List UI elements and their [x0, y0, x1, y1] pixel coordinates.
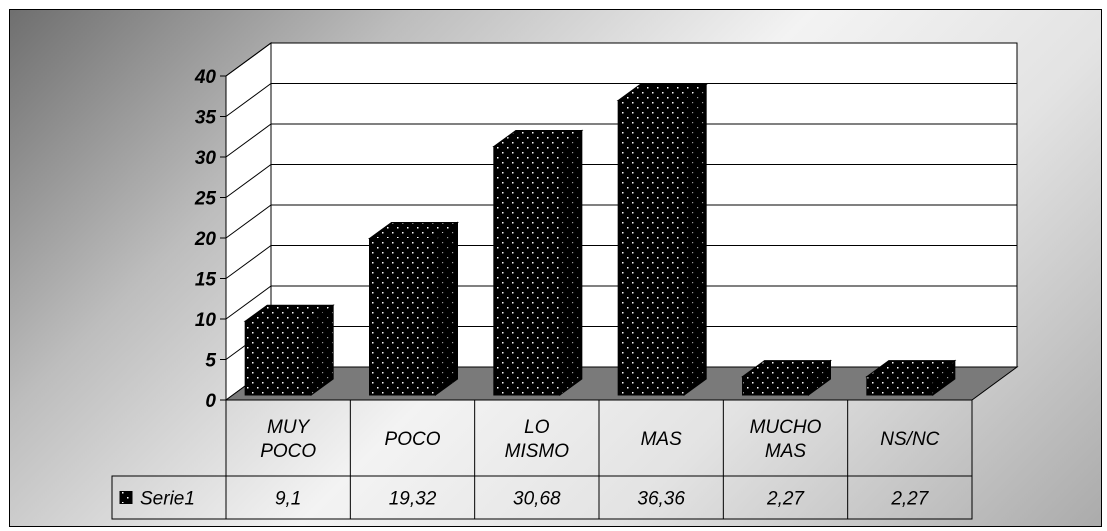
bar-top	[740, 360, 833, 378]
bar-front	[244, 320, 312, 396]
gridline	[225, 204, 1017, 239]
bar-front	[742, 376, 809, 396]
bar	[616, 83, 708, 396]
category-label: MISMO	[505, 441, 570, 462]
bar	[243, 304, 335, 396]
data-value-label: 2,27	[766, 489, 805, 510]
bar	[865, 359, 957, 396]
gridline	[225, 123, 1017, 158]
bar-top	[367, 222, 460, 240]
data-value-label: 9,1	[275, 489, 301, 510]
data-value-label: 19,32	[389, 489, 437, 510]
y-tick-label: 30	[195, 148, 217, 169]
category-label: MAS	[765, 441, 807, 462]
category-label: MUCHO	[750, 417, 822, 438]
bar-top	[616, 83, 708, 101]
bar-side	[559, 129, 583, 396]
bar-top	[492, 129, 584, 147]
bar-front	[493, 145, 561, 396]
y-tick-label: 25	[194, 189, 217, 210]
y-tick-label: 35	[195, 108, 217, 129]
category-label: MUY	[267, 417, 311, 438]
gridline	[225, 42, 1017, 77]
y-tick-label: 40	[194, 67, 217, 88]
table-legend-cell	[111, 475, 227, 520]
data-value-label: 36,36	[637, 489, 685, 510]
data-table: MUY POCO POCO LO MISMO MAS MUCHO MAS NS/NC 9,1 19,…	[111, 399, 973, 520]
category-label: POCO	[385, 429, 441, 450]
bar	[740, 359, 833, 396]
bar-top	[243, 304, 335, 322]
gridline	[225, 285, 1017, 320]
category-label: LO	[524, 417, 550, 438]
y-axis: 0 5 10 15 20 25 30 35 40	[194, 67, 227, 412]
y-tick-label: 15	[195, 270, 217, 291]
bars	[243, 83, 957, 396]
y-tick-label: 0	[205, 391, 216, 412]
gridline	[225, 245, 1017, 279]
y-tick-label: 10	[195, 310, 217, 331]
bar-front	[617, 99, 685, 396]
category-label: POCO	[260, 441, 316, 462]
bar	[492, 129, 584, 396]
bar-side	[683, 83, 707, 396]
category-label: NS/NC	[880, 429, 939, 450]
bar	[367, 221, 460, 396]
legend-swatch	[119, 491, 133, 504]
data-value-label: 30,68	[513, 489, 561, 510]
bar-front	[866, 376, 934, 396]
bar-front	[369, 238, 436, 396]
gridline	[225, 83, 1017, 117]
data-value-label: 2,27	[890, 489, 929, 510]
bar-side	[435, 221, 458, 396]
category-label: MAS	[641, 429, 683, 450]
gridline	[225, 164, 1017, 198]
bar-top	[865, 360, 957, 378]
y-tick-label: 20	[194, 229, 217, 250]
legend-series-name: Serie1	[140, 489, 195, 510]
y-tick-label: 5	[205, 351, 216, 372]
